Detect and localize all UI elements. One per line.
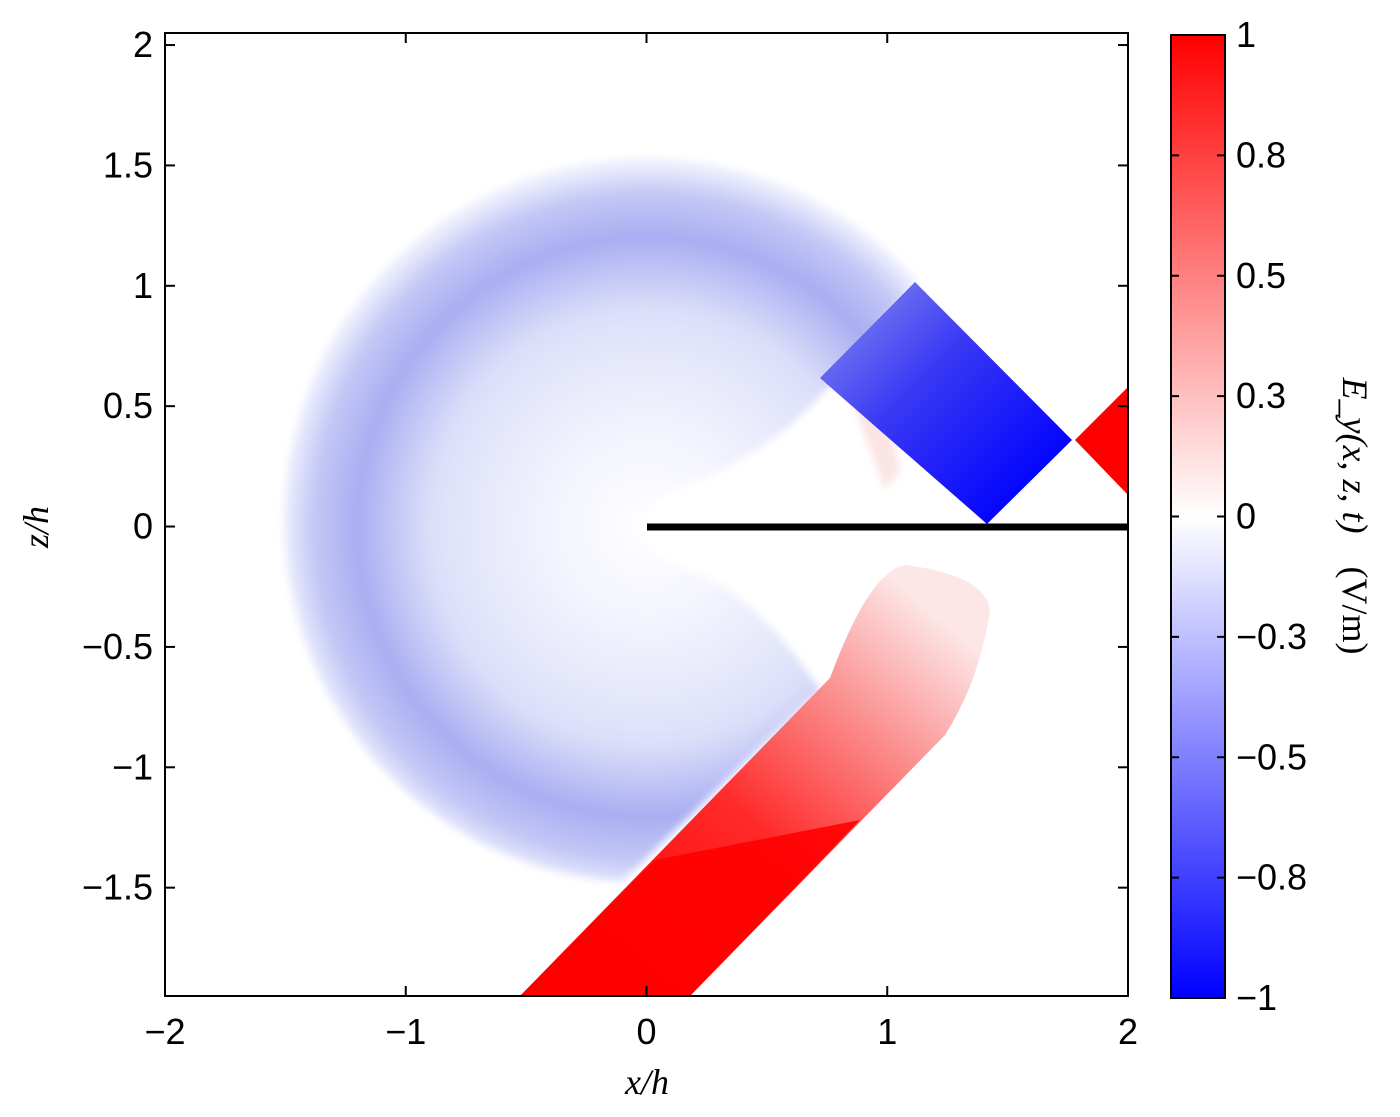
y-tick-label: −0.5 (82, 626, 153, 667)
x-tick-label: 0 (636, 1011, 656, 1052)
x-tick-label: 1 (877, 1011, 897, 1052)
y-tick-label: 2 (133, 24, 153, 65)
field-region-diffracted-wave (283, 158, 917, 882)
colorbar-label: E_y(x, z, t) (V/m) (1335, 377, 1375, 655)
colorbar-tick-label: −0.3 (1236, 616, 1307, 657)
colorbar-tick-label: −0.8 (1236, 857, 1307, 898)
colorbar-label-unit: (V/m) (1335, 566, 1375, 654)
y-axis-ticks: 2 1.5 1 0.5 0 −0.5 −1 −1.5 (82, 24, 1128, 908)
colorbar-tick-label: 0.5 (1236, 255, 1286, 296)
x-tick-label: −2 (144, 1011, 185, 1052)
field-layer (283, 158, 1128, 996)
colorbar-tick-label: 1 (1236, 14, 1256, 55)
x-tick-label: −1 (385, 1011, 426, 1052)
x-tick-label: 2 (1118, 1011, 1138, 1052)
y-tick-label: −1 (112, 746, 153, 787)
field-region-transmitted-beam-core (520, 820, 860, 996)
y-tick-label: 0 (133, 506, 153, 547)
colorbar-label-main: E_y(x, z, t) (1335, 377, 1375, 534)
colorbar-tick-label: −1 (1236, 977, 1277, 1018)
y-tick-label: 1.5 (103, 144, 153, 185)
colorbar-ticks: 1 0.8 0.5 0.3 0 −0.3 −0.5 −0.8 −1 (1171, 14, 1307, 1018)
colorbar-gradient (1170, 34, 1226, 999)
colorbar-tick-label: −0.5 (1236, 736, 1307, 777)
colorbar-tick-label: 0.8 (1236, 134, 1286, 175)
plot-area: −2 −1 0 1 2 2 1.5 1 0.5 0 −0.5 −1 −1.5 (82, 24, 1138, 1052)
y-tick-label: 0.5 (103, 385, 153, 426)
colorbar-tick-label: 0 (1236, 496, 1256, 537)
y-axis-title: z/h (16, 506, 56, 549)
y-tick-label: −1.5 (82, 867, 153, 908)
colorbar: 1 0.8 0.5 0.3 0 −0.3 −0.5 −0.8 −1 E_y(x, z, t) (… (1170, 14, 1375, 1018)
colorbar-tick-label: 0.3 (1236, 375, 1286, 416)
y-tick-label: 1 (133, 265, 153, 306)
field-region-incident-beam (1075, 387, 1128, 495)
x-axis-title: x/h (624, 1062, 669, 1102)
x-axis-ticks: −2 −1 0 1 2 (144, 33, 1138, 1052)
field-region-reflected-beam (820, 282, 1072, 524)
